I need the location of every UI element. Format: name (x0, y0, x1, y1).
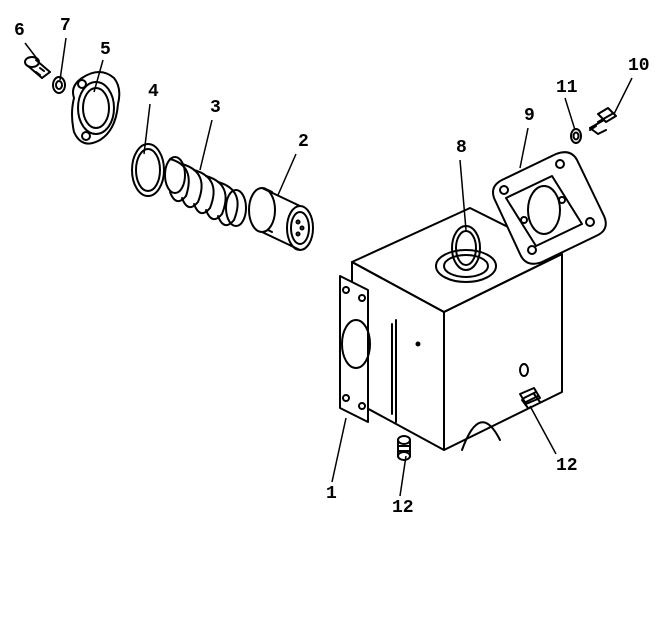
part-washer-11 (571, 129, 581, 143)
callout-label-7: 7 (60, 16, 71, 36)
callout-label-1: 1 (326, 484, 337, 504)
part-oring-8 (452, 226, 480, 270)
callout-label-9: 9 (524, 106, 535, 126)
callout-leader-4 (144, 104, 150, 154)
detail-dot (417, 343, 420, 346)
callout-leader-5 (94, 60, 103, 92)
part-plug-12a (398, 436, 410, 460)
callout-leader-3 (200, 120, 212, 170)
callout-leader-12a (400, 456, 406, 496)
callout-label-4: 4 (148, 82, 159, 102)
callout-label-6: 6 (14, 21, 25, 41)
part-bolt-10 (590, 108, 616, 134)
part-oring-4 (132, 144, 164, 196)
part-cap-5 (72, 72, 119, 144)
exploded-diagram: 6 7 5 4 3 2 10 11 9 8 1 12 12 (0, 0, 663, 643)
callout-leader-12b (530, 406, 556, 454)
callout-label-2: 2 (298, 132, 309, 152)
callout-label-11: 11 (556, 78, 578, 98)
callout-leader-11 (565, 98, 575, 130)
callout-label-3: 3 (210, 98, 221, 118)
callout-leader-7 (60, 38, 66, 80)
callout-label-10: 10 (628, 56, 650, 76)
part-washer-7 (53, 77, 65, 93)
callout-label-12b: 12 (556, 456, 578, 476)
part-cover-9 (493, 152, 606, 264)
part-piston-2 (249, 188, 313, 250)
callout-leader-8 (460, 160, 466, 230)
callout-leader-9 (520, 128, 528, 168)
part-spring-3 (165, 157, 246, 226)
callout-leader-10 (614, 78, 632, 114)
callout-leader-1 (332, 418, 346, 482)
callout-label-12a: 12 (392, 498, 414, 518)
callout-label-8: 8 (456, 138, 467, 158)
callout-label-5: 5 (100, 40, 111, 60)
callout-leader-2 (278, 154, 296, 195)
